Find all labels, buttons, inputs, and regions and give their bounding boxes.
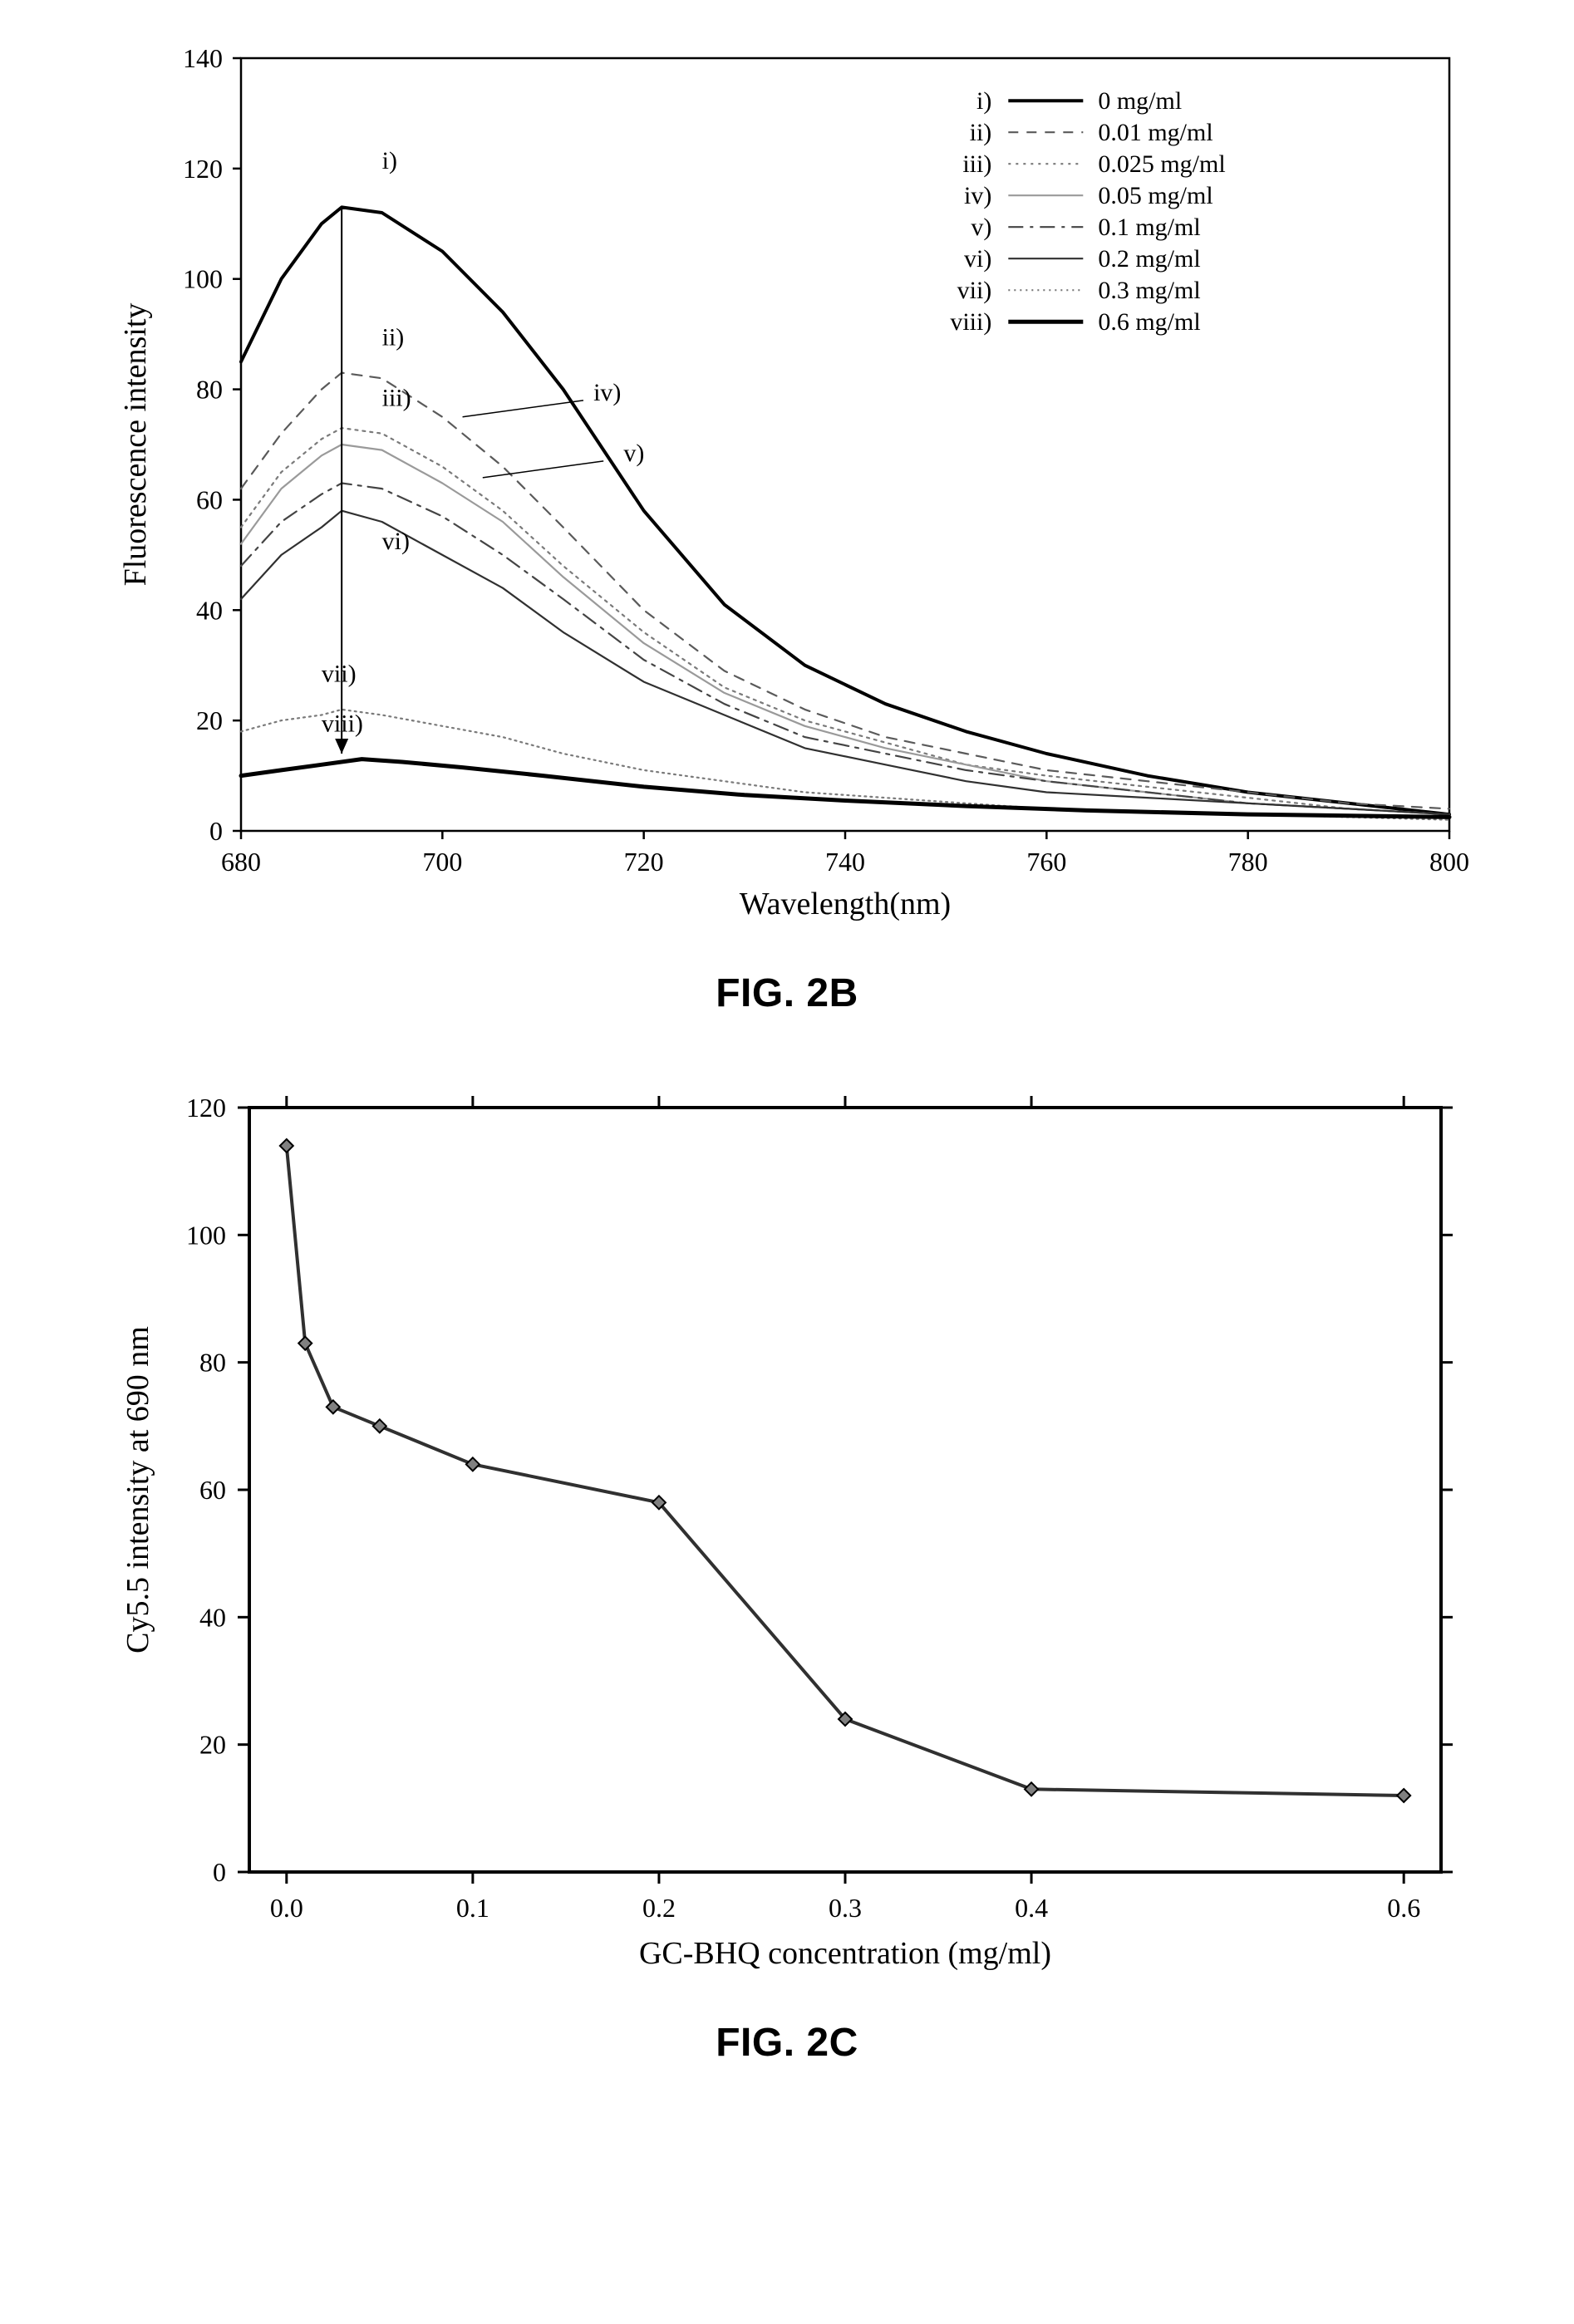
legend-tag: iv): [964, 182, 991, 209]
legend-tag: iii): [962, 150, 991, 178]
x-tick-label: 0.0: [270, 1893, 303, 1923]
data-marker: [373, 1419, 386, 1432]
legend-tag: vii): [957, 277, 992, 304]
intensity-line: [287, 1146, 1404, 1796]
legend-label: 0.025 mg/ml: [1098, 150, 1225, 178]
y-tick-label: 140: [183, 43, 223, 73]
series-iv: [241, 445, 1449, 814]
y-tick-label: 80: [196, 375, 223, 405]
series-inline-label: vii): [322, 661, 357, 688]
x-tick-label: 700: [422, 847, 462, 877]
data-marker: [298, 1337, 312, 1350]
y-tick-label: 120: [183, 154, 223, 184]
x-tick-label: 0.1: [456, 1893, 489, 1923]
trend-arrowhead: [335, 739, 348, 754]
y-tick-label: 40: [199, 1602, 226, 1632]
legend-tag: ii): [970, 119, 992, 146]
legend-label: 0 mg/ml: [1098, 87, 1182, 115]
y-tick-label: 0: [209, 816, 223, 846]
x-tick-label: 0.6: [1387, 1893, 1420, 1923]
y-tick-label: 100: [183, 264, 223, 294]
y-axis-label: Fluorescence intensity: [118, 303, 153, 587]
data-marker: [466, 1457, 480, 1471]
y-tick-label: 100: [186, 1220, 226, 1250]
y-tick-label: 60: [199, 1475, 226, 1505]
x-tick-label: 0.4: [1015, 1893, 1048, 1923]
y-axis-label: Cy5.5 intensity at 690 nm: [121, 1326, 155, 1653]
x-tick-label: 740: [825, 847, 865, 877]
legend-label: 0.6 mg/ml: [1098, 308, 1200, 336]
x-axis-label: GC-BHQ concentration (mg/ml): [639, 1936, 1051, 1971]
series-inline-label: vi): [382, 528, 410, 555]
data-marker: [280, 1139, 293, 1152]
y-tick-label: 120: [186, 1093, 226, 1123]
y-tick-label: 60: [196, 484, 223, 514]
series-viii: [241, 759, 1449, 818]
leader-line: [483, 461, 603, 478]
x-tick-label: 680: [221, 847, 261, 877]
data-marker: [327, 1400, 340, 1413]
figure-2b-caption: FIG. 2B: [100, 970, 1474, 1016]
y-tick-label: 20: [199, 1730, 226, 1760]
y-tick-label: 0: [213, 1857, 226, 1887]
legend-label: 0.05 mg/ml: [1098, 182, 1212, 209]
x-tick-label: 800: [1429, 847, 1469, 877]
leader-line: [463, 400, 583, 417]
series-inline-label: i): [382, 147, 397, 174]
y-tick-label: 40: [196, 595, 223, 625]
data-marker: [1025, 1782, 1038, 1796]
figure-2c-caption: FIG. 2C: [100, 2020, 1474, 2066]
x-tick-label: 0.2: [642, 1893, 676, 1923]
x-tick-label: 760: [1026, 847, 1066, 877]
series-ii: [241, 373, 1449, 809]
legend-tag: vi): [964, 245, 991, 273]
x-tick-label: 0.3: [829, 1893, 862, 1923]
x-axis-label: Wavelength(nm): [740, 887, 951, 921]
legend-tag: i): [976, 87, 991, 115]
legend-label: 0.01 mg/ml: [1098, 119, 1212, 146]
figure-2c-chart: 0.0 0.1 0.2 0.3 0.4 0.6 0 20 40 60 80 100 120 GC-BHQ …: [100, 1083, 1474, 1997]
series-vi: [241, 511, 1449, 814]
figure-2c-panel: 0.0 0.1 0.2 0.3 0.4 0.6 0 20 40 60 80 100 120 GC-BHQ …: [100, 1083, 1474, 2066]
legend-tag: viii): [950, 308, 991, 336]
legend-label: 0.1 mg/ml: [1098, 214, 1200, 241]
series-inline-label: iii): [382, 385, 411, 412]
series-inline-label: v): [623, 440, 644, 467]
figure-2b-panel: 680 700 720 740 760 780 800 0 20 40 60 80 100 120 140 W…: [100, 33, 1474, 1016]
legend-label: 0.3 mg/ml: [1098, 277, 1200, 304]
data-marker: [1397, 1789, 1410, 1802]
series-inline-label: ii): [382, 323, 405, 351]
series-inline-label: viii): [322, 710, 363, 737]
legend-label: 0.2 mg/ml: [1098, 245, 1200, 273]
figure-2b-chart: 680 700 720 740 760 780 800 0 20 40 60 80 100 120 140 W…: [100, 33, 1474, 947]
y-tick-label: 20: [196, 705, 223, 735]
x-tick-label: 780: [1228, 847, 1268, 877]
x-tick-label: 720: [624, 847, 664, 877]
series-inline-label: iv): [593, 379, 621, 406]
y-tick-label: 80: [199, 1348, 226, 1378]
legend-tag: v): [971, 214, 991, 241]
